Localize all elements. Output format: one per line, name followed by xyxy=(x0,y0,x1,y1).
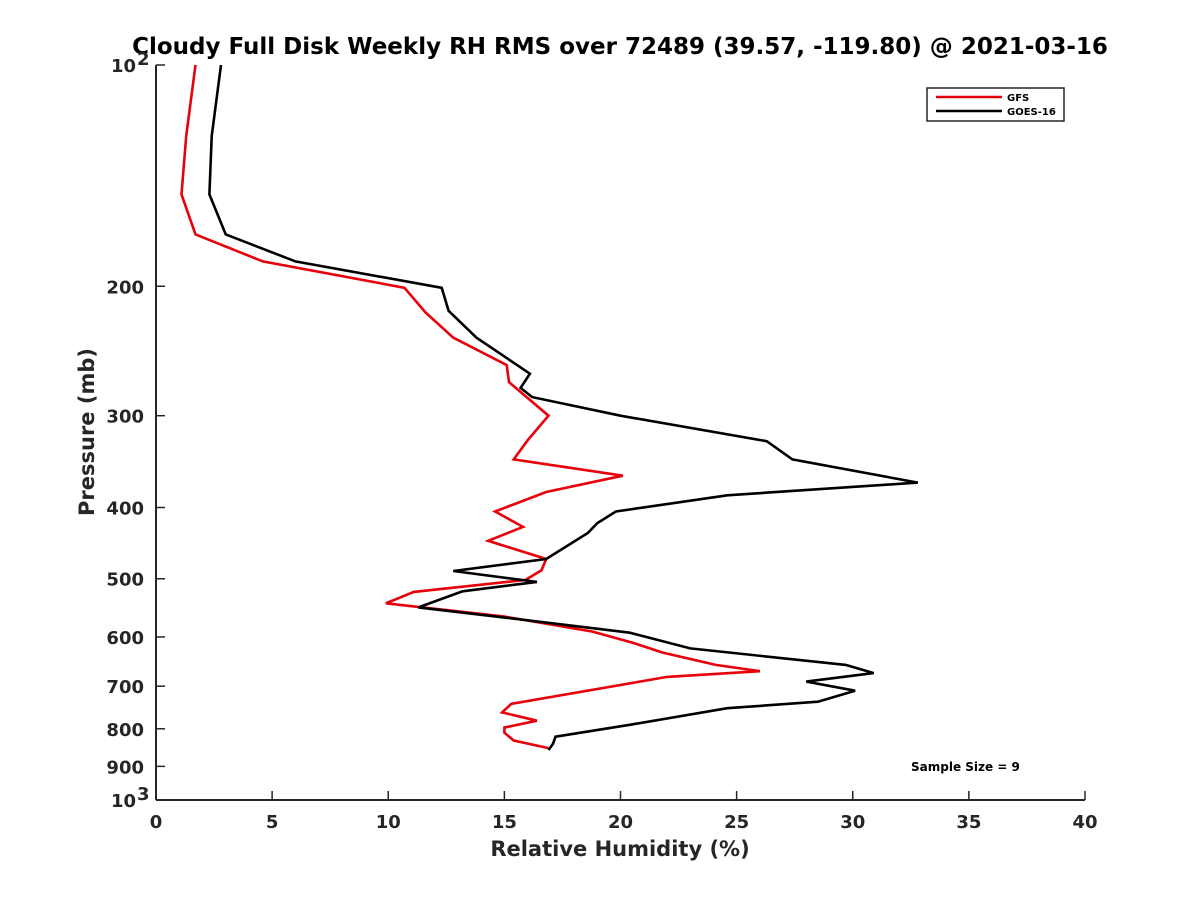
legend-label-gfs: GFS xyxy=(1007,93,1029,104)
x-tick-label: 40 xyxy=(1072,812,1097,833)
y-tick-label: 10 xyxy=(111,56,136,77)
y-tick-label: 200 xyxy=(106,277,144,298)
x-axis-label: Relative Humidity (%) xyxy=(490,837,749,861)
y-tick-label: 400 xyxy=(106,499,144,520)
y-tick-exponent: 3 xyxy=(137,784,150,805)
y-tick-label: 10 xyxy=(111,791,136,812)
x-ticks: 0 5 10 15 20 25 30 35 40 xyxy=(150,791,1098,833)
y-axis-label: Pressure (mb) xyxy=(75,348,99,516)
series-line-gfs xyxy=(180,64,761,750)
x-tick-label: 35 xyxy=(956,812,981,833)
x-tick-label: 20 xyxy=(608,812,633,833)
y-tick-label: 900 xyxy=(106,757,144,778)
plot-area: 0 5 10 15 20 25 30 35 40 10 220030040050060070080… xyxy=(106,49,1097,833)
y-tick-exponent: 2 xyxy=(137,49,150,70)
series-layer xyxy=(180,64,919,751)
x-tick-label: 25 xyxy=(724,812,749,833)
legend-label-goes16: GOES-16 xyxy=(1007,107,1056,118)
x-tick-label: 0 xyxy=(150,812,163,833)
y-tick-label: 300 xyxy=(106,407,144,428)
legend-box xyxy=(926,87,1065,122)
x-tick-label: 5 xyxy=(266,812,279,833)
sample-size-annotation: Sample Size = 9 xyxy=(911,760,1020,774)
y-tick-label: 500 xyxy=(106,570,144,591)
series-line-goes16 xyxy=(208,64,919,751)
y-tick-label: 800 xyxy=(106,720,144,741)
x-tick-label: 15 xyxy=(492,812,517,833)
chart-title: Cloudy Full Disk Weekly RH RMS over 7248… xyxy=(132,34,1108,60)
x-tick-label: 10 xyxy=(376,812,401,833)
x-tick-label: 30 xyxy=(840,812,865,833)
legend: GFS GOES-16 xyxy=(926,87,1065,122)
y-tick-label: 700 xyxy=(106,677,144,698)
y-tick-label: 600 xyxy=(106,628,144,649)
